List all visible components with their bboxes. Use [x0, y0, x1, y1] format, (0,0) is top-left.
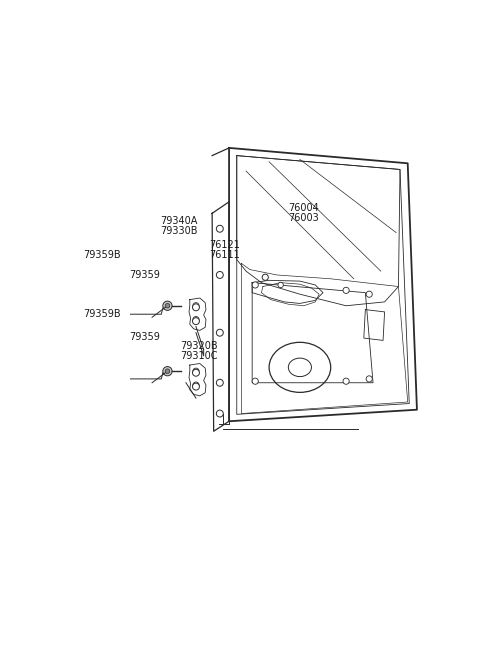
Circle shape	[343, 378, 349, 384]
Text: 76004: 76004	[288, 203, 319, 213]
Circle shape	[262, 274, 268, 280]
Circle shape	[366, 376, 372, 382]
Circle shape	[252, 378, 258, 384]
Text: 79330B: 79330B	[160, 226, 197, 236]
Circle shape	[192, 318, 199, 325]
Circle shape	[216, 225, 223, 233]
Circle shape	[163, 367, 172, 376]
Circle shape	[193, 303, 199, 309]
Circle shape	[216, 410, 223, 417]
Circle shape	[216, 329, 223, 336]
Text: 79359B: 79359B	[83, 250, 120, 260]
Circle shape	[193, 316, 199, 323]
Text: 79359B: 79359B	[83, 309, 120, 319]
Text: 76111: 76111	[209, 250, 240, 260]
Text: 76003: 76003	[288, 213, 319, 223]
Circle shape	[216, 271, 223, 278]
Text: 79359: 79359	[129, 270, 160, 280]
Circle shape	[165, 303, 170, 308]
Text: 79359: 79359	[129, 331, 160, 341]
Circle shape	[192, 369, 199, 376]
Circle shape	[278, 282, 283, 288]
Circle shape	[216, 379, 223, 386]
Circle shape	[193, 382, 199, 388]
Circle shape	[343, 288, 349, 293]
Text: 79310C: 79310C	[180, 351, 218, 361]
Text: 76121: 76121	[209, 240, 240, 250]
Circle shape	[193, 368, 199, 374]
Circle shape	[192, 304, 199, 310]
Circle shape	[252, 282, 258, 288]
Circle shape	[366, 291, 372, 297]
Circle shape	[192, 383, 199, 390]
Circle shape	[163, 301, 172, 310]
Circle shape	[165, 369, 170, 373]
Text: 79340A: 79340A	[160, 216, 197, 226]
Text: 79320B: 79320B	[180, 341, 218, 351]
